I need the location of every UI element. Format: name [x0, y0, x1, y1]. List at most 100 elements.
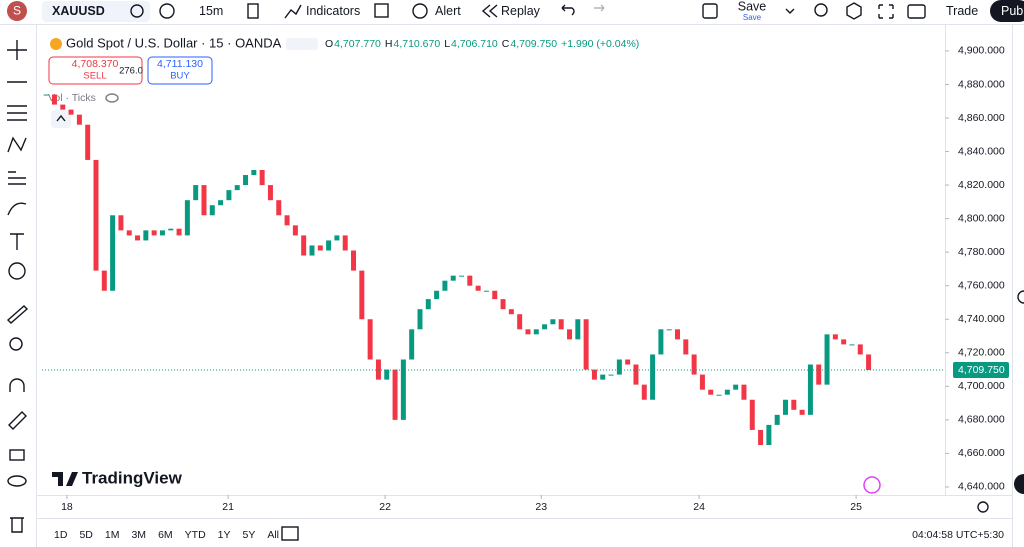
range-button[interactable]: YTD [185, 529, 206, 541]
settings-icon[interactable] [846, 2, 862, 20]
volume-eye[interactable] [105, 93, 119, 103]
candle [259, 169, 265, 186]
symbol-box[interactable] [42, 1, 150, 22]
lock-draw-tool[interactable] [8, 411, 27, 430]
candle [76, 114, 82, 125]
brush-tool[interactable] [7, 202, 27, 216]
date-range-icon[interactable] [281, 526, 299, 541]
interval[interactable]: 15m [199, 4, 223, 18]
ohlc-key: C [502, 38, 510, 50]
save-menu[interactable] [785, 8, 795, 14]
add-icon[interactable] [159, 3, 175, 19]
candle [392, 369, 398, 420]
snapshot-icon[interactable] [907, 4, 926, 19]
candle [292, 225, 298, 236]
candle [85, 124, 91, 160]
candle [68, 109, 74, 115]
ruler-tool[interactable] [6, 305, 29, 324]
undo-icon[interactable] [561, 4, 575, 16]
x-tick-label: 24 [693, 501, 705, 513]
search-icon[interactable] [814, 3, 828, 17]
y-tick-label: 4,860.000 [958, 112, 1005, 124]
candle [234, 185, 240, 191]
candle [683, 339, 689, 355]
candle [691, 354, 697, 375]
chart: 4,640.000 4,660.000 4,680.000 4,700.000 4,72… [42, 45, 1009, 513]
candle [625, 359, 631, 365]
visibility-tool[interactable] [7, 475, 27, 487]
side-panel-button[interactable] [1014, 474, 1024, 494]
range-button[interactable]: 3M [131, 529, 146, 541]
emoji-tool[interactable] [8, 262, 26, 280]
pattern-tool[interactable] [7, 136, 27, 153]
range-button[interactable]: 1M [105, 529, 120, 541]
fib-tool[interactable] [7, 105, 27, 121]
range-button[interactable]: All [267, 529, 279, 541]
legend-buttons[interactable] [286, 38, 318, 50]
range-button[interactable]: 1Y [218, 529, 231, 541]
symbol: XAUUSD [52, 4, 105, 18]
range-button[interactable]: 5Y [243, 529, 256, 541]
candle [791, 399, 797, 410]
logo-mark [52, 472, 78, 486]
y-tick-label: 4,780.000 [958, 246, 1005, 258]
expand-icon[interactable] [878, 4, 894, 19]
y-tick-label: 4,640.000 [958, 481, 1005, 493]
side-panel-icon[interactable] [1017, 290, 1024, 304]
magnet-tool[interactable] [9, 378, 25, 392]
lock-tool[interactable] [9, 449, 25, 461]
y-tick-label: 4,720.000 [958, 347, 1005, 359]
indicators[interactable]: Indicators [306, 4, 360, 18]
alert[interactable]: Alert [435, 4, 461, 18]
range-button[interactable]: 5D [79, 529, 93, 541]
axis-settings[interactable] [977, 501, 989, 513]
candle [716, 394, 722, 396]
candle [276, 200, 282, 216]
candle [500, 299, 506, 310]
candle [832, 334, 838, 340]
candle [591, 369, 597, 380]
forecast-tool[interactable] [8, 171, 26, 185]
range-button[interactable]: 6M [158, 529, 173, 541]
zoom-tool[interactable] [9, 337, 23, 351]
candle [616, 359, 622, 375]
trade[interactable]: Trade [946, 4, 978, 18]
y-tick-label: 4,700.000 [958, 380, 1005, 392]
candle [699, 374, 705, 390]
delete-tool[interactable] [10, 517, 24, 533]
candle [492, 290, 498, 300]
crosshair-tool[interactable] [7, 40, 27, 60]
candle [342, 235, 348, 251]
layout-icon[interactable] [374, 3, 389, 18]
text-tool[interactable] [10, 233, 24, 250]
ohlc: O 4,707.770 H 4,710.670 L 4,706.710 C 4,709.750… [325, 38, 639, 50]
candle [176, 228, 182, 236]
y-tick-label: 4,820.000 [958, 179, 1005, 191]
save[interactable]: Save [738, 0, 767, 13]
volume-legend: Vol · Ticks [48, 92, 96, 104]
buy-button[interactable] [147, 56, 213, 85]
candle [351, 250, 357, 271]
candle [508, 309, 514, 315]
ohlc-key: L [444, 38, 450, 50]
collapse-button[interactable] [51, 110, 71, 128]
candle [93, 159, 99, 271]
fullscreen-icon[interactable] [702, 3, 718, 19]
ohlc-key: H [385, 38, 393, 50]
last-price-tag [953, 361, 1009, 378]
lightning-icon[interactable] [863, 476, 881, 494]
sell-button[interactable] [48, 56, 143, 85]
candle [567, 329, 573, 340]
candle [783, 399, 788, 415]
candle [633, 364, 639, 385]
candle [284, 215, 290, 226]
replay[interactable]: Replay [501, 4, 541, 18]
candle [575, 319, 581, 340]
publish-button[interactable] [990, 0, 1024, 22]
clock: 04:04:58 UTC+5:30 [912, 529, 1004, 541]
avatar[interactable] [7, 1, 27, 21]
redo-icon[interactable] [594, 4, 605, 12]
chart-type-icon[interactable] [247, 3, 259, 19]
range-button[interactable]: 1D [54, 529, 68, 541]
drawing-toolbar [6, 25, 37, 547]
